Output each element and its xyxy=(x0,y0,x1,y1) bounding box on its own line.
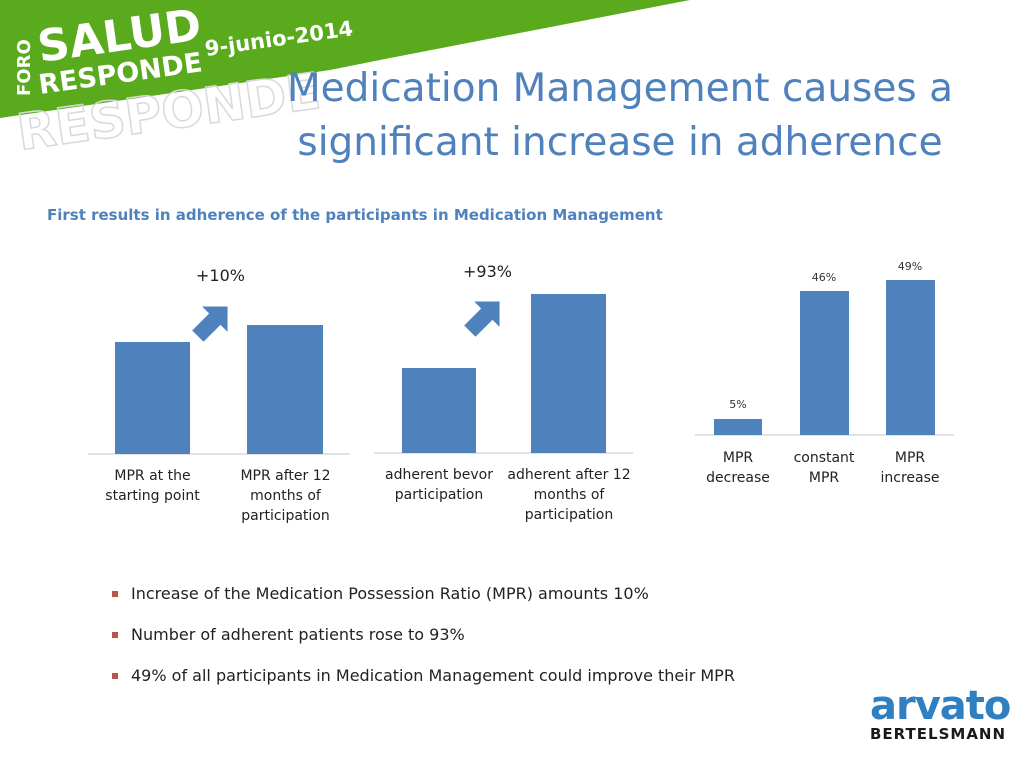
data-label: 46% xyxy=(812,271,836,284)
bar-mpr-increase xyxy=(886,280,935,435)
company-logo: arvato BERTELSMANN xyxy=(870,683,1011,743)
slide-title: Medication Management causes a significa… xyxy=(287,66,953,165)
bar-constant-mpr xyxy=(800,291,849,435)
bullet-text: 49% of all participants in Medication Ma… xyxy=(131,666,735,685)
banner-green-band xyxy=(0,0,690,118)
increase-arrow-icon xyxy=(464,301,500,337)
banner-foro: FORO xyxy=(14,39,35,96)
category-label: MPR at the starting point xyxy=(105,468,200,504)
key-findings-list: Increase of the Medication Possession Ra… xyxy=(112,583,735,706)
bar-adherent-before xyxy=(402,368,476,453)
bar-mpr-start xyxy=(115,342,190,454)
list-item: Increase of the Medication Possession Ra… xyxy=(112,583,735,605)
increase-arrow-icon xyxy=(192,306,228,342)
bar-adherent-after xyxy=(531,294,606,453)
bullet-text: Number of adherent patients rose to 93% xyxy=(131,625,465,644)
data-label: 49% xyxy=(898,260,922,273)
bullet-icon xyxy=(112,673,118,679)
bar-mpr-after xyxy=(247,325,323,454)
category-label: MPR after 12 months of participation xyxy=(240,468,331,524)
data-label: 5% xyxy=(729,398,746,411)
annotation-mpr: +10% xyxy=(196,266,245,285)
logo-name: arvato xyxy=(870,683,1011,729)
bullet-icon xyxy=(112,591,118,597)
category-label: MPR decrease xyxy=(706,450,770,486)
event-banner: RESPONDE FORO SALUD RESPONDE 9-junio-201… xyxy=(0,0,690,160)
logo-parent: BERTELSMANN xyxy=(870,725,1007,743)
category-label: adherent after 12 months of participatio… xyxy=(507,467,631,523)
annotation-adherent: +93% xyxy=(463,262,512,281)
list-item: Number of adherent patients rose to 93% xyxy=(112,624,735,646)
bullet-icon xyxy=(112,632,118,638)
category-label: constant MPR xyxy=(793,450,855,486)
category-label: MPR increase xyxy=(880,450,940,486)
category-label: adherent bevor participation xyxy=(385,467,493,503)
bar-mpr-decrease xyxy=(714,419,762,435)
chart-subtitle: First results in adherence of the partic… xyxy=(47,206,663,224)
list-item: 49% of all participants in Medication Ma… xyxy=(112,665,735,687)
bullet-text: Increase of the Medication Possession Ra… xyxy=(131,584,649,603)
